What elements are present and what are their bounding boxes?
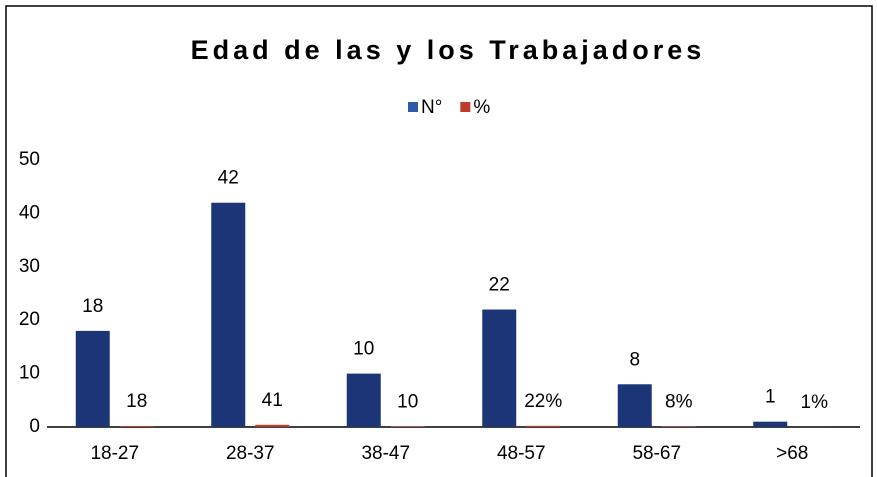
- legend-swatch: [460, 102, 471, 112]
- legend-label: N°: [421, 97, 442, 118]
- y-tick-label: 40: [19, 202, 40, 223]
- bar: [617, 384, 652, 427]
- y-tick-label: 0: [29, 416, 40, 437]
- y-tick-label: 20: [19, 309, 40, 330]
- y-tick-label: 10: [19, 363, 40, 384]
- bar: [482, 309, 517, 427]
- chart-title: Edad de las y los Trabajadores: [191, 35, 706, 65]
- data-label: 10: [353, 339, 374, 360]
- x-tick-label: >68: [776, 443, 808, 464]
- data-label: 8%: [665, 392, 693, 413]
- x-tick-label: 38-47: [361, 443, 410, 464]
- data-label: 1: [765, 387, 776, 408]
- bar: [526, 425, 561, 427]
- bar: [753, 421, 788, 427]
- data-label: 18: [82, 296, 103, 317]
- bar: [255, 424, 290, 427]
- y-tick-label: 30: [19, 256, 40, 277]
- x-tick-label: 48-57: [497, 443, 546, 464]
- data-label: 1%: [801, 392, 829, 413]
- data-label: 18: [126, 391, 147, 412]
- data-label: 22: [489, 275, 510, 296]
- y-tick-label: 50: [19, 149, 40, 170]
- x-tick-label: 58-67: [632, 443, 681, 464]
- data-label: 22%: [524, 391, 562, 412]
- data-label: 8: [629, 349, 640, 370]
- legend-swatch: [408, 102, 418, 112]
- bar: [119, 426, 154, 427]
- bar: [346, 373, 381, 427]
- data-label: 41: [262, 390, 283, 411]
- bar: [211, 202, 246, 427]
- data-label: 10: [397, 391, 418, 412]
- legend-label: %: [473, 97, 490, 118]
- chart-border: [5, 5, 873, 477]
- bar: [390, 426, 425, 427]
- x-tick-label: 28-37: [226, 443, 275, 464]
- bar: [75, 330, 110, 427]
- x-tick-label: 18-27: [90, 443, 139, 464]
- data-label: 42: [218, 168, 239, 189]
